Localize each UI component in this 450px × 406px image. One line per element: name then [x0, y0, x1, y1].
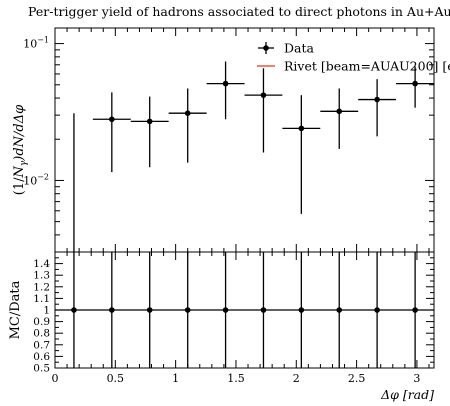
data-point — [412, 80, 418, 87]
data-point — [298, 125, 305, 132]
ratio-y-tick-label: 1.3 — [33, 270, 50, 282]
ratio-y-tick-label: 0.6 — [33, 351, 50, 363]
ratio-panel: 0 0.5 1 1.5 2 2.5 30.50.60.70.80.911.11.21.31.… — [33, 244, 435, 385]
ratio-y-tick-label: 1.4 — [33, 258, 50, 270]
ratio-point — [71, 307, 77, 313]
main-y-axis-label: (1/Nγ)dN/dΔφ — [12, 104, 29, 195]
data-point — [109, 116, 115, 123]
x-tick-label: 0 — [52, 372, 59, 385]
legend-data-dot — [263, 45, 269, 51]
x-tick-label: 2 — [293, 372, 300, 385]
legend: Data Rivet [beam=AUAU200] [e — [257, 41, 450, 74]
data-point — [222, 80, 229, 87]
x-axis-label: Δφ [rad] — [380, 387, 434, 402]
main-y-tick-label: 10−2 — [23, 172, 49, 187]
ratio-point — [260, 307, 267, 313]
ratio-point — [412, 307, 418, 313]
ratio-point — [222, 307, 229, 313]
main-y-tick-label: 10−1 — [23, 36, 49, 51]
ratio-point — [336, 307, 343, 313]
x-tick-label: 3 — [413, 372, 420, 385]
ratio-point — [146, 307, 153, 313]
data-point — [260, 92, 267, 98]
data-point — [336, 108, 343, 115]
x-tick-label: 1.5 — [227, 372, 245, 385]
legend-label-data: Data — [284, 41, 314, 56]
legend-label-rivet: Rivet [beam=AUAU200] [e — [284, 59, 450, 74]
main-panel: 10−1 10−2 Data Rivet [beam=AUAU200] [e — [23, 27, 450, 253]
ratio-point — [109, 307, 115, 313]
x-tick-label: 2.5 — [348, 372, 366, 385]
ratio-y-tick-label: 0.8 — [33, 328, 50, 340]
ratio-point — [298, 307, 305, 313]
data-point — [146, 118, 153, 125]
chart-title: Per-trigger yield of hadrons associated … — [28, 4, 450, 19]
ratio-y-tick-label: 0.9 — [33, 316, 50, 328]
ratio-point — [374, 307, 380, 313]
ratio-y-axis-label: MC/Data — [8, 280, 23, 339]
ratio-y-tick-label: 0.5 — [33, 363, 50, 375]
ratio-point — [184, 307, 191, 313]
ratio-y-tick-label: 1.1 — [33, 293, 50, 305]
ratio-y-tick-label: 1 — [43, 305, 50, 317]
ratio-y-tick-label: 0.7 — [33, 339, 50, 351]
data-point — [184, 110, 191, 117]
ratio-y-tick-label: 1.2 — [33, 281, 50, 293]
x-tick-label: 1 — [172, 372, 179, 385]
data-point — [374, 96, 380, 103]
x-tick-label: 0.5 — [107, 372, 125, 385]
